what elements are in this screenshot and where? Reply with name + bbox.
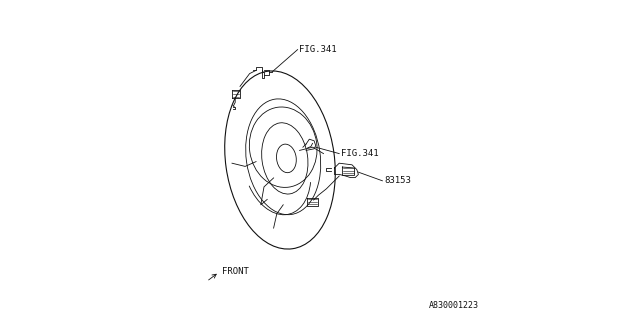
Text: A830001223: A830001223 (429, 301, 479, 310)
Text: FIG.341: FIG.341 (300, 45, 337, 54)
Text: FRONT: FRONT (223, 268, 249, 276)
Text: 83153: 83153 (384, 176, 411, 185)
Text: FIG.341: FIG.341 (340, 149, 378, 158)
